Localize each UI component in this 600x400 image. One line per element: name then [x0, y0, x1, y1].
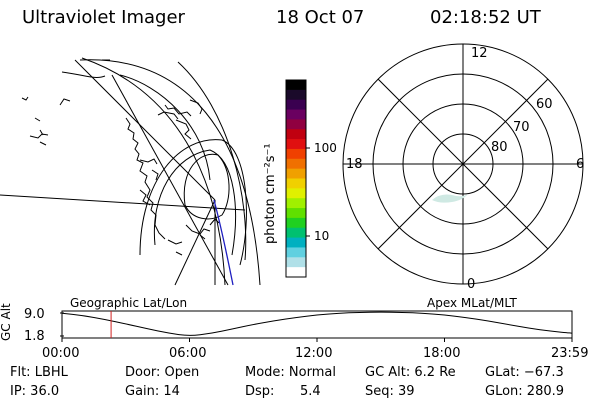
map-arc-3 [177, 61, 247, 261]
colorbar-frame [285, 79, 307, 278]
yaxis-label-9.0: 9.0 [24, 307, 45, 322]
date-label: 18 Oct 07 [276, 7, 365, 28]
polar-hour-0: 0 [467, 277, 476, 292]
colorbar-swatch [286, 217, 306, 229]
colorbar-swatch [286, 237, 306, 249]
map-edge-left [61, 71, 106, 78]
map-latcircle-2 [153, 149, 236, 256]
status-dsp-value: 5.4 [300, 384, 321, 399]
colorbar-swatch [286, 139, 306, 150]
colorbar-swatch [286, 247, 306, 258]
map-arc-outer [79, 59, 261, 286]
status-mode: Mode: Normal [245, 365, 336, 380]
polar-lat-70: 70 [513, 120, 530, 135]
xaxis-label-0600: 06:00 [169, 346, 207, 361]
colorbar-label-10: 10 [314, 229, 330, 243]
colorbar-swatch [286, 198, 306, 209]
colorbar-swatch [286, 80, 306, 91]
map-arc-2 [119, 74, 211, 181]
map-meridian-3 [174, 199, 216, 286]
time-label: 02:18:52 UT [430, 7, 541, 28]
status-filter: Flt: LBHL [10, 365, 68, 380]
colorbar-swatch [286, 89, 306, 101]
xaxis-label-2359: 23:59 [551, 346, 589, 361]
map-latcircle-1 [139, 139, 247, 266]
polar-caption: Apex MLat/MLT [427, 296, 517, 310]
colorbar-swatch [286, 129, 306, 140]
xaxis-label-1800: 18:00 [423, 346, 461, 361]
polar-hour-12: 12 [471, 46, 488, 61]
colorbar-swatch [286, 188, 306, 199]
colorbar-swatch [286, 148, 306, 160]
polar-plot [342, 43, 584, 285]
geographic-map [0, 57, 261, 286]
colorbar-swatch [286, 109, 306, 120]
status-glat: GLat: −67.3 [485, 365, 564, 380]
colorbar-swatch [286, 99, 306, 111]
colorbar-swatch [286, 267, 306, 278]
colorbar-swatch [286, 227, 306, 239]
xaxis-label-0000: 00:00 [42, 346, 80, 361]
colorbar-swatch [286, 208, 306, 219]
status-gain: Gain: 14 [125, 384, 180, 399]
status-gc-alt: GC Alt: 6.2 Re [365, 365, 456, 380]
polar-lat-60: 60 [536, 97, 553, 112]
status-dsp-label: Dsp: [245, 384, 275, 399]
status-door: Door: Open [125, 365, 200, 380]
colorbar-units: photon cm⁻²s⁻¹ [263, 143, 278, 244]
instrument-title: Ultraviolet Imager [22, 7, 185, 28]
timeline-x-ticks [61, 338, 573, 342]
xaxis-label-1200: 12:00 [295, 346, 333, 361]
map-meridian-horizontal [0, 194, 246, 211]
polar-diagonal-2 [377, 78, 549, 250]
colorbar-swatch [286, 168, 306, 180]
timeline-ylabel: GC Alt [0, 303, 13, 341]
colorbar-label-100: 100 [314, 141, 337, 155]
polar-hour-18: 18 [346, 157, 363, 172]
colorbar-swatch [286, 158, 306, 170]
left-map-caption: Geographic Lat/Lon [70, 296, 188, 310]
colorbar-swatch [286, 257, 306, 268]
colorbar-swatch [286, 178, 306, 189]
map-arc-1 [81, 57, 226, 286]
map-meridian-2 [111, 74, 229, 286]
altitude-curve [61, 311, 573, 336]
colorbar-swatch [286, 119, 306, 130]
status-glon: GLon: 280.9 [485, 384, 565, 399]
polar-hour-6: 6 [576, 157, 585, 172]
colorbar [286, 80, 306, 278]
spacecraft-track [213, 199, 234, 286]
map-meridian-1 [74, 59, 216, 201]
map-latcircle-3 [183, 153, 230, 220]
coastline [21, 96, 220, 256]
status-ip: IP: 36.0 [10, 384, 60, 399]
polar-lat-80: 80 [491, 140, 508, 155]
yaxis-label-1.8: 1.8 [24, 329, 45, 344]
aurora-emission [432, 194, 468, 203]
status-seq: Seq: 39 [365, 384, 415, 399]
